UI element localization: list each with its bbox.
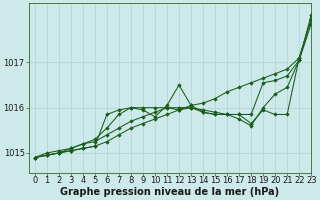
X-axis label: Graphe pression niveau de la mer (hPa): Graphe pression niveau de la mer (hPa) [60,187,280,197]
